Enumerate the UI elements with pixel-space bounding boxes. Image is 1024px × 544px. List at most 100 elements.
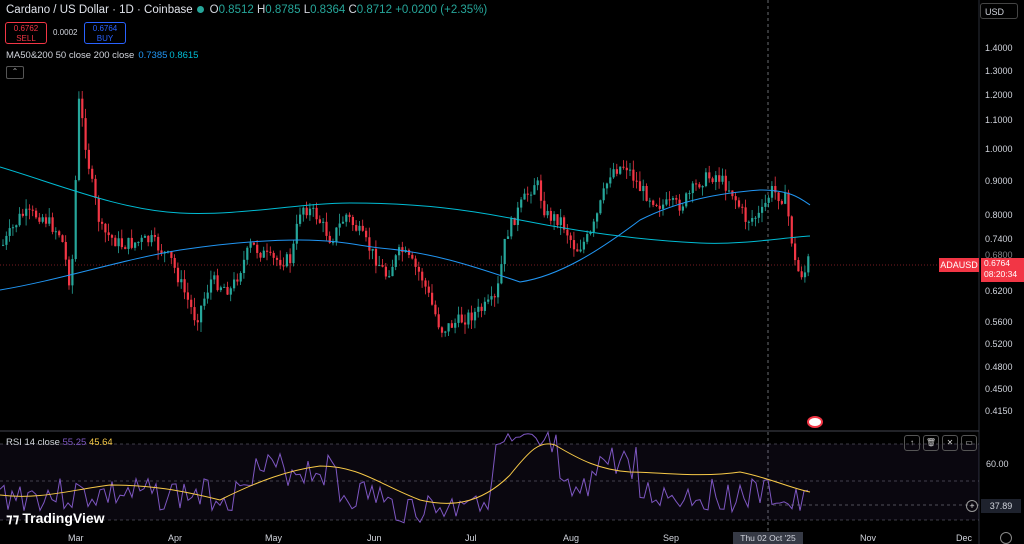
candle-body: [622, 166, 625, 168]
candle-body: [299, 214, 302, 224]
candle-body: [675, 198, 678, 200]
price-tick: 1.1000: [985, 115, 1013, 125]
rsi-legend[interactable]: RSI 14 close 55.25 45.64: [6, 437, 113, 448]
price-tick: 0.9000: [985, 176, 1013, 186]
rsi-label: RSI 14 close: [6, 437, 60, 448]
sell-button[interactable]: 0.6762 SELL: [5, 22, 47, 44]
candle-body: [203, 298, 206, 306]
candle-body: [747, 221, 750, 223]
candle-body: [190, 299, 193, 308]
candle-body: [721, 175, 724, 182]
candle-body: [533, 185, 536, 195]
candle-body: [407, 250, 411, 255]
collapse-pane-icon[interactable]: ✕: [942, 435, 958, 451]
candle-body: [563, 217, 566, 230]
candle-body: [91, 168, 94, 179]
candle-body: [28, 208, 31, 210]
candle-body: [355, 225, 358, 231]
rsi-background: [0, 444, 979, 520]
candle-body: [18, 213, 21, 226]
candle-body: [431, 292, 434, 305]
candle-body: [394, 255, 397, 267]
candle-body: [642, 185, 645, 192]
ma-indicator-legend[interactable]: MA50&200 50 close 200 close 0.7385 0.8615: [6, 50, 198, 61]
candle-body: [388, 276, 391, 278]
candle-body: [305, 207, 308, 216]
candle-body: [655, 204, 658, 206]
x-axis-label: Dec: [956, 533, 973, 543]
sell-price: 0.6762: [13, 24, 39, 33]
candle-body: [668, 199, 671, 201]
candle-body: [609, 177, 612, 184]
candle-body: [292, 243, 295, 264]
candle-body: [539, 180, 543, 201]
candle-body: [150, 235, 153, 243]
candle-body: [315, 207, 318, 220]
rsi-current-label: 37.89: [981, 499, 1021, 513]
candle-body: [457, 314, 460, 323]
buy-button[interactable]: 0.6764 BUY: [84, 22, 126, 44]
candle-body: [728, 190, 731, 192]
candle-body: [576, 249, 579, 252]
x-axis-label: Jun: [367, 533, 382, 543]
candle-body: [21, 213, 24, 216]
candle-body: [328, 235, 331, 243]
candle-body: [269, 251, 272, 253]
candle-body: [744, 207, 747, 222]
add-icon[interactable]: +: [966, 500, 978, 512]
last-price: 0.6764: [984, 258, 1010, 268]
candle-body: [335, 227, 338, 243]
delete-icon[interactable]: 🗑: [923, 435, 939, 451]
candle-body: [487, 299, 490, 302]
candle-body: [229, 288, 232, 295]
candle-body: [332, 242, 335, 244]
collapse-legend-button[interactable]: ⌃: [6, 66, 24, 79]
candle-body: [599, 200, 602, 214]
gear-icon[interactable]: [1000, 532, 1012, 544]
candle-body: [701, 186, 704, 188]
candle-body: [589, 231, 592, 234]
candle-body: [477, 306, 480, 312]
candle-body: [417, 266, 420, 272]
event-flag-icon[interactable]: [807, 416, 823, 428]
currency-selector[interactable]: USD: [980, 3, 1018, 19]
candle-body: [516, 207, 519, 225]
price-tick: 0.5600: [985, 317, 1013, 327]
candle-body: [648, 200, 651, 202]
bar-countdown: 08:20:34: [984, 269, 1018, 279]
move-up-icon[interactable]: ↑: [904, 435, 920, 451]
candle-body: [526, 193, 529, 195]
candle-body: [734, 196, 737, 201]
candle-body: [130, 237, 133, 248]
candle-body: [662, 204, 665, 209]
candle-body: [424, 280, 427, 287]
candle-body: [110, 235, 114, 238]
candle-body: [737, 200, 741, 207]
candle-body: [322, 221, 325, 223]
candle-body: [8, 228, 11, 236]
candle-body: [345, 214, 348, 222]
candle-body: [236, 279, 239, 282]
candle-body: [196, 320, 199, 323]
candle-body: [777, 192, 780, 202]
candle-body: [54, 231, 57, 233]
candle-body: [381, 265, 384, 267]
candle-body: [371, 248, 374, 251]
candle-body: [803, 272, 807, 278]
maximize-pane-icon[interactable]: ▭: [961, 435, 977, 451]
rsi-line: [0, 430, 809, 524]
symbol-title[interactable]: Cardano / US Dollar · 1D · Coinbase: [6, 4, 193, 16]
price-tick: 0.6200: [985, 286, 1013, 296]
candle-body: [444, 331, 447, 333]
tradingview-logo[interactable]: ⁊⁊ TradingView: [6, 510, 105, 527]
candle-body: [341, 221, 345, 224]
candle-body: [520, 199, 523, 208]
candle-body: [48, 217, 51, 224]
candle-body: [800, 271, 803, 278]
ma200-value: 0.8615: [169, 50, 199, 61]
candle-body: [625, 167, 628, 171]
buy-label: BUY: [96, 34, 114, 43]
candle-body: [206, 292, 209, 299]
candle-body: [652, 200, 655, 205]
